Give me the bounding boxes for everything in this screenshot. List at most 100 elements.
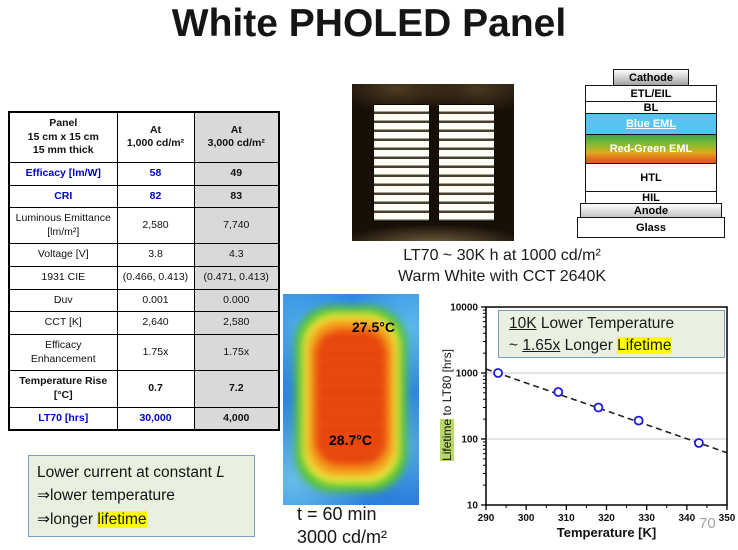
table-row-lt70: LT70 [hrs] 30,000 4,000 <box>8 406 280 431</box>
note-box: Lower current at constant L ⇒lower tempe… <box>28 455 255 537</box>
header-at3000-line1: At <box>230 123 242 136</box>
photo-caption-line1: LT70 ~ 30K h at 1000 cd/m² <box>403 247 601 264</box>
axis-tick-label: 310 <box>558 513 575 524</box>
lifetime-chart-plot: 290 300 310 320 330 340 350 10 100 1000 10000 Tempe… <box>450 303 736 541</box>
note-line1-text: Lower current at constant <box>37 464 217 481</box>
stack-layer-hil: HIL <box>585 191 717 205</box>
spec-label: Voltage [V] <box>8 243 118 268</box>
spec-label: CRI <box>8 184 118 209</box>
trend-line <box>485 368 728 454</box>
header-at1000-line2: 1,000 cd/m² <box>126 137 185 150</box>
annotation-line2: ~ 1.65x Longer Lifetime <box>509 335 724 357</box>
lifetime-chart: 290 300 310 320 330 340 350 10 100 1000 10000 Tempe… <box>437 297 738 550</box>
stack-layer-red-green-eml: Red-Green EML <box>585 133 717 165</box>
annotation-line1: 10K Lower Temperature <box>509 313 724 335</box>
annotation-lifetime-highlight: Lifetime <box>617 337 672 354</box>
spec-value-3000: 49 <box>193 161 280 186</box>
note-line3: ⇒longer lifetime <box>37 508 246 531</box>
axis-tick-label: 10 <box>467 501 479 512</box>
spec-value-3000: 4.3 <box>193 243 280 268</box>
thermal-image: 27.5°C 28.7°C <box>283 294 419 505</box>
spec-value-1000: 0.7 <box>116 370 195 408</box>
spec-value-1000: 3.8 <box>116 243 195 268</box>
spec-value-1000: 30,000 <box>116 406 195 431</box>
spec-label: Efficacy [lm/W] <box>8 161 118 186</box>
x-axis-label: Temperature [K] <box>557 525 656 540</box>
header-at1000-cell: At 1,000 cd/m² <box>116 111 195 163</box>
spec-value-1000: (0.466, 0.413) <box>116 266 195 290</box>
spec-value-3000: (0.471, 0.413) <box>193 266 280 290</box>
stack-layer-blue-eml: Blue EML <box>585 113 717 136</box>
note-line1: Lower current at constant L <box>37 461 246 484</box>
annotation-165x: 1.65x <box>522 337 561 354</box>
spec-label: Luminous Emittance [lm/m²] <box>8 207 118 245</box>
annotation-line1-rest: Lower Temperature <box>536 315 675 332</box>
table-row-cri: CRI 82 83 <box>8 184 280 209</box>
table-row-voltage: Voltage [V] 3.8 4.3 <box>8 243 280 268</box>
header-at3000-line2: 3,000 cd/m² <box>207 137 265 150</box>
stack-layer-glass: Glass <box>577 217 725 239</box>
note-line3-prefix: ⇒longer <box>37 510 98 528</box>
spec-label: Duv <box>8 288 118 313</box>
axis-tick-label: 300 <box>518 513 535 524</box>
spec-value-3000: 2,580 <box>193 311 280 336</box>
spec-label: Temperature Rise [°C] <box>8 370 118 408</box>
axis-tick-label: 340 <box>678 513 695 524</box>
spec-value-3000: 1.75x <box>193 334 280 372</box>
header-panel-cell: Panel 15 cm x 15 cm 15 mm thick <box>8 111 118 163</box>
thermal-caption-line2: 3000 cd/m² <box>297 526 388 547</box>
spec-value-3000: 7.2 <box>193 370 280 408</box>
spec-label: CCT [K] <box>8 311 118 336</box>
table-row-luminous-emittance: Luminous Emittance [lm/m²] 2,580 7,740 <box>8 207 280 245</box>
header-at1000-line1: At <box>149 123 162 136</box>
header-at3000-cell: At 3,000 cd/m² <box>193 111 280 163</box>
spec-value-1000: 2,580 <box>116 207 195 245</box>
annotation-tilde: ~ <box>509 337 523 354</box>
data-point <box>553 387 564 397</box>
note-line1-italic-L: L <box>216 464 225 481</box>
spec-value-1000: 58 <box>116 161 195 186</box>
annotation-10k: 10K <box>509 315 537 332</box>
oled-panel-right <box>438 104 495 222</box>
spec-value-1000: 2,640 <box>116 311 195 336</box>
spec-value-1000: 0.001 <box>116 288 195 313</box>
table-row-1931-cie: 1931 CIE (0.466, 0.413) (0.471, 0.413) <box>8 266 280 290</box>
note-line2: ⇒lower temperature <box>37 487 175 505</box>
ylabel-highlight: Lifetime <box>440 418 454 461</box>
table-row-cct: CCT [K] 2,640 2,580 <box>8 311 280 336</box>
device-stack-diagram: Cathode ETL/EIL BL Blue EML Red-Green EM… <box>577 69 725 239</box>
thermal-caption-line1: t = 60 min <box>297 504 377 524</box>
axis-tick-label: 330 <box>638 513 655 524</box>
spec-value-3000: 0.000 <box>193 288 280 313</box>
table-header-row: Panel 15 cm x 15 cm 15 mm thick At 1,000… <box>8 111 280 163</box>
axis-tick-label: 290 <box>478 513 495 524</box>
heat-map-rings <box>283 294 419 505</box>
oled-panel-left <box>373 104 430 222</box>
note-lifetime-highlight: lifetime <box>97 510 147 528</box>
table-row-temperature-rise: Temperature Rise [°C] 0.7 7.2 <box>8 370 280 408</box>
axis-tick-label: 1000 <box>456 369 479 380</box>
spec-value-1000: 82 <box>116 184 195 209</box>
header-panel-line2: 15 cm x 15 cm <box>27 130 99 143</box>
photo-caption-line2: Warm White with CCT 2640K <box>397 267 607 285</box>
table-row-efficacy-enhancement: Efficacy Enhancement 1.75x 1.75x <box>8 334 280 372</box>
header-panel-line3: 15 mm thick <box>32 144 94 157</box>
chart-annotation: 10K Lower Temperature ~ 1.65x Longer Lif… <box>498 310 725 358</box>
thermal-temp-top: 27.5°C <box>352 319 395 335</box>
spec-value-3000: 4,000 <box>193 406 280 431</box>
data-point <box>493 368 503 378</box>
spec-value-3000: 7,740 <box>193 207 280 245</box>
axis-tick-label: 350 <box>719 513 736 524</box>
photo-caption: LT70 ~ 30K h at 1000 cd/m² Warm White wi… <box>356 246 648 288</box>
spec-label: 1931 CIE <box>8 266 118 290</box>
header-panel-line1: Panel <box>49 117 78 129</box>
stack-layer-htl: HTL <box>585 163 717 194</box>
spec-label: Efficacy Enhancement <box>8 334 118 372</box>
axis-tick-label: 320 <box>598 513 615 524</box>
stack-layer-cathode: Cathode <box>613 69 689 87</box>
ylabel-rest: to LT80 [hrs] <box>440 349 454 419</box>
slide-title: White PHOLED Panel <box>171 2 567 45</box>
panel-spec-table: Panel 15 cm x 15 cm 15 mm thick At 1,000… <box>8 111 280 432</box>
data-point <box>693 438 704 448</box>
